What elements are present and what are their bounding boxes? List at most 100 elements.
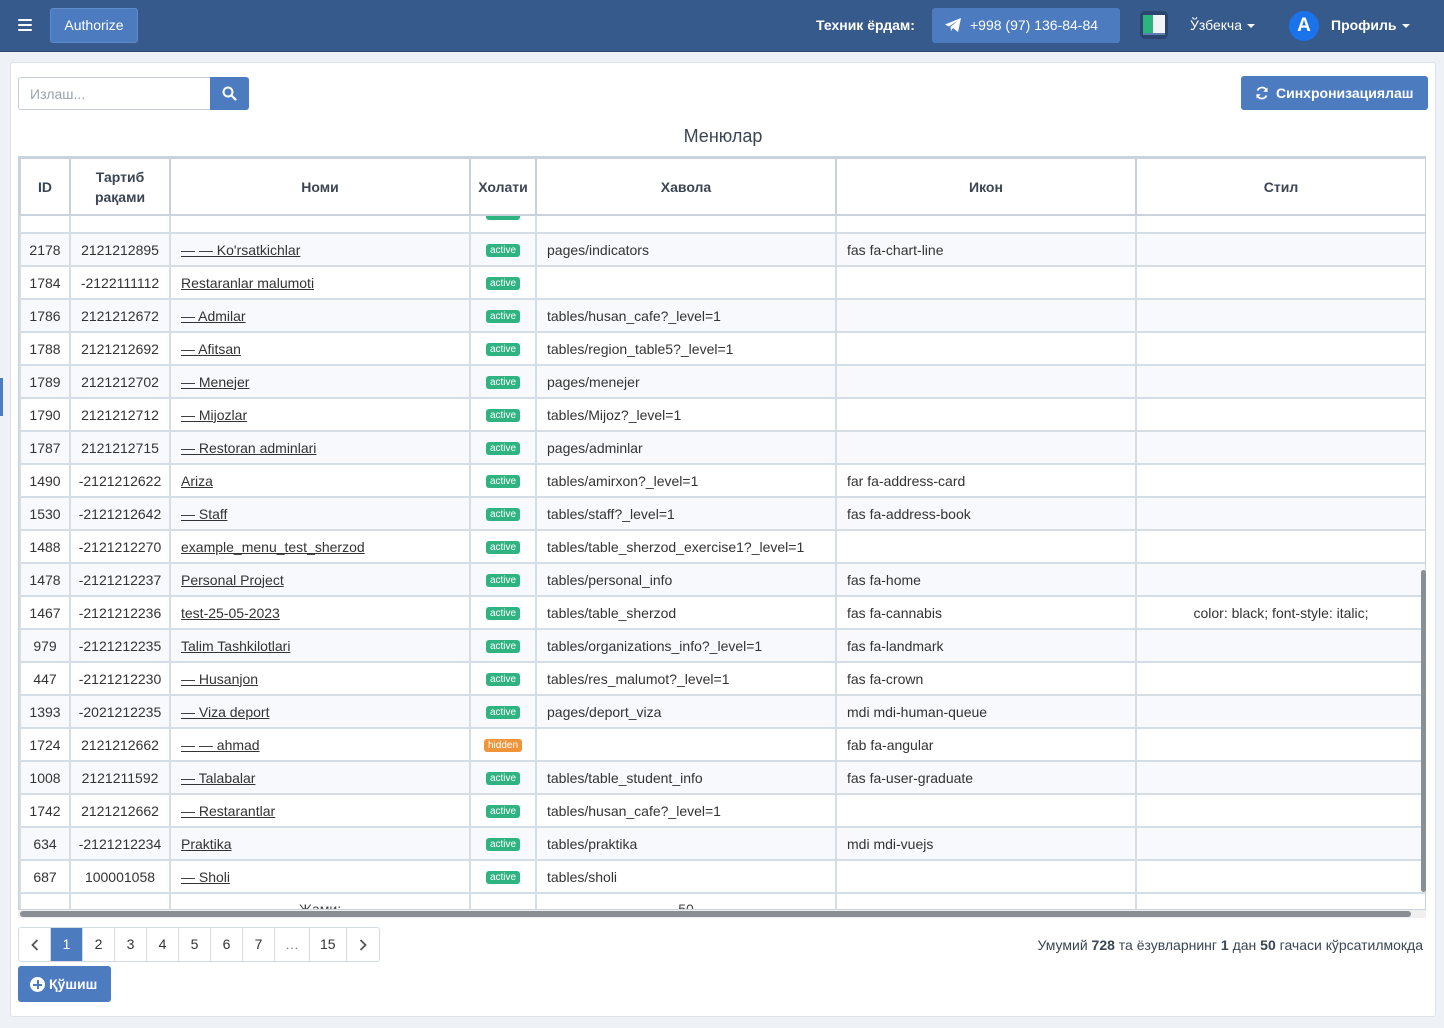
table-row[interactable]: 1784 -2122111112 Restaranlar malumoti activ… [19,265,1425,300]
column-header-link[interactable]: Хавола [535,157,837,216]
table-row[interactable]: 1789 2121212702 — Menejer active pages/menej… [19,364,1425,399]
column-header-id[interactable]: ID [19,157,71,216]
column-header-order[interactable]: Тартиб рақами [69,157,171,216]
table-row[interactable]: 1790 2121212712 — Mijozlar active tables/Mij… [19,397,1425,432]
pagination-page-button[interactable]: 15 [310,928,347,961]
search-input[interactable] [18,77,211,110]
language-selector[interactable]: Ўзбекча [1190,17,1256,33]
status-badge: active [485,376,521,390]
cell-icon: fas fa-home [835,562,1137,597]
sidebar-edge-marker [0,378,3,416]
menu-name-link[interactable]: — Staff [181,505,228,522]
menu-name-link[interactable]: Talim Tashkilotlari [181,637,291,654]
table-row[interactable]: 1467 -2121212236 test-25-05-2023 active tabl… [19,595,1425,630]
table-row[interactable]: 1787 2121212715 — Restoran adminlari active… [19,430,1425,465]
pagination-page-button[interactable]: 4 [147,928,179,961]
menu-name-link[interactable]: — — Ko'rsatkichlar [181,241,301,258]
chat-flag-icon[interactable] [1140,11,1168,39]
cell-id: 1467 [19,595,71,630]
authorize-button[interactable]: Authorize [50,8,138,43]
cell-id: 1742 [19,793,71,828]
menu-name-link[interactable]: Personal Project [181,571,284,588]
pagination-page-button[interactable]: 3 [115,928,147,961]
cell-id: 1789 [19,364,71,399]
table-row[interactable]: 1742 2121212662 — Restarantlar active tables… [19,793,1425,828]
menu-name-link[interactable]: — Menejer [181,373,250,390]
vertical-scrollbar[interactable] [1421,570,1426,892]
menu-name-link[interactable]: — Admilar [181,307,246,324]
table-row[interactable]: 2178 2121212895 — — Ko'rsatkichlar active pa… [19,232,1425,267]
column-header-status[interactable]: Холати [469,157,537,216]
table-row[interactable]: 1008 2121211592 — Talabalar active tables/ta… [19,760,1425,795]
pagination-page-button[interactable]: 1 [51,928,83,961]
menu-name-link[interactable]: — Sholi [181,868,231,885]
menu-name-link[interactable]: — Husanjon [181,670,259,687]
menu-name-link[interactable]: Restaranlar malumoti [181,274,315,291]
cell-id: 1490 [19,463,71,498]
cell-icon: fas fa-cannabis [835,595,1137,630]
chevron-left-icon [30,939,38,951]
table-row[interactable]: 1786 2121212672 — Admilar active tables/husa… [19,298,1425,333]
cell-status: active [469,265,537,300]
table-row[interactable]: 634 -2121212234 Praktika active tables/prakt… [19,826,1425,861]
chevron-right-icon [359,939,367,951]
column-header-icon[interactable]: Икон [835,157,1137,216]
table-row[interactable]: 1488 -2121212270 example_menu_test_sherzod… [19,529,1425,564]
menu-name-link[interactable]: — Restarantlar [181,802,276,819]
menu-name-link[interactable]: — Viza deport [181,703,270,720]
menu-name-link[interactable]: Ariza [181,472,213,489]
table-row[interactable]: 687 100001058 — Sholi active tables/sholi [19,859,1425,894]
cell-name: — Admilar [169,298,471,333]
avatar[interactable]: A [1289,11,1319,41]
cell-id: 979 [19,628,71,663]
search-button[interactable] [210,77,249,110]
table-row[interactable]: 1393 -2021212235 — Viza deport active pages/… [19,694,1425,729]
add-button[interactable]: Қўшиш [18,966,111,1002]
pagination-page-button[interactable]: 7 [243,928,275,961]
menus-table: ID Тартиб рақами Номи Холати Хавола Икон … [18,156,1426,910]
menu-name-link[interactable]: example_menu_test_sherzod [181,538,365,555]
support-phone-button[interactable]: +998 (97) 136-84-84 [932,8,1120,43]
pagination-page-button[interactable]: 2 [83,928,115,961]
sync-button[interactable]: Синхронизациялаш [1241,76,1428,110]
cell-icon: fas fa-landmark [835,628,1137,663]
menu-name-link[interactable]: — Restoran adminlari [181,439,317,456]
horizontal-scrollbar[interactable] [18,910,1426,918]
menu-toggle-icon[interactable] [18,19,32,33]
pagination-ellipsis: … [275,928,310,961]
table-row[interactable]: 447 -2121212230 — Husanjon active tables/res… [19,661,1425,696]
table-row[interactable]: 1724 2121212662 — — ahmad hidden fab fa-angu… [19,727,1425,762]
menu-name-link[interactable]: test-25-05-2023 [181,604,280,621]
cell-status: active [469,364,537,399]
cell-id: 1790 [19,397,71,432]
cell-status: active [469,595,537,630]
chevron-down-icon [1401,24,1410,29]
cell-name: Praktika [169,826,471,861]
pagination-next-button[interactable] [347,928,379,961]
table-row[interactable]: 1478 -2121212237 Personal Project active tab… [19,562,1425,597]
menu-name-link[interactable]: — Talabalar [181,769,256,786]
cell-id: 1788 [19,331,71,366]
language-label: Ўзбекча [1190,17,1243,33]
cell-id: 1786 [19,298,71,333]
menu-name-link[interactable]: — Mijozlar [181,406,248,423]
column-header-name[interactable]: Номи [169,157,471,216]
profile-menu[interactable]: Профиль [1331,17,1410,33]
table-row[interactable]: 1530 -2121212642 — Staff active tables/staff… [19,496,1425,531]
pagination-page-button[interactable]: 6 [211,928,243,961]
table-row[interactable]: 1490 -2121212622 Ariza active tables/amirxon… [19,463,1425,498]
pagination-prev-button[interactable] [19,928,51,961]
table-row[interactable]: 1788 2121212692 — Afitsan active tables/regi… [19,331,1425,366]
chevron-down-icon [1247,24,1256,29]
table-row[interactable]: 979 -2121212235 Talim Tashkilotlari active t… [19,628,1425,663]
menu-name-link[interactable]: — — ahmad [181,736,260,753]
cell-status: active [469,331,537,366]
pagination-page-button[interactable]: 5 [179,928,211,961]
horizontal-scrollbar-thumb[interactable] [20,911,1411,917]
menu-name-link[interactable]: — Afitsan [181,340,241,357]
menu-name-link[interactable]: Praktika [181,835,232,852]
column-header-style[interactable]: Стил [1135,157,1425,216]
status-badge: active [485,706,521,720]
status-badge: active [485,772,521,786]
telegram-icon [945,18,961,32]
